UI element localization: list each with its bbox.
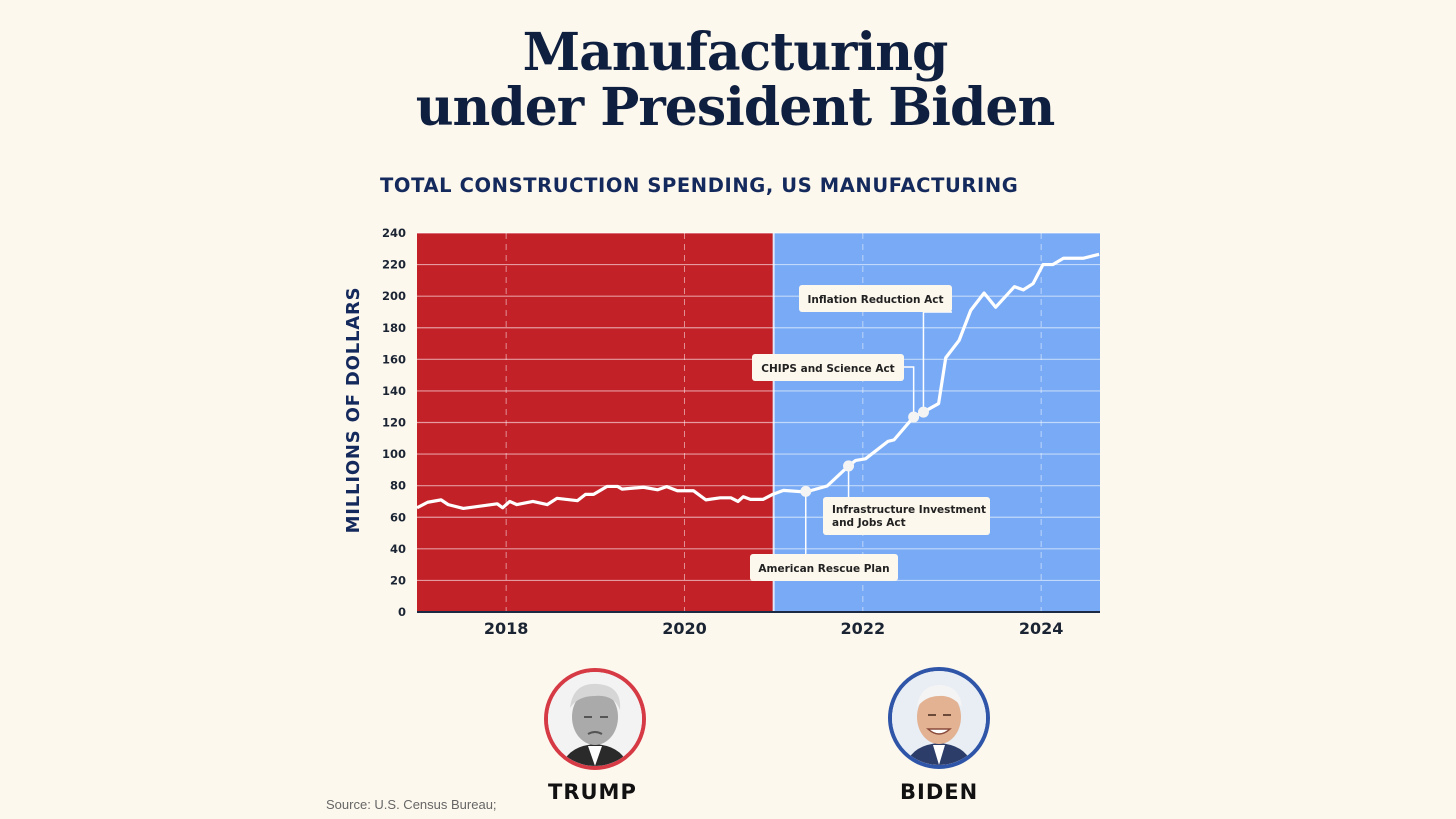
trump-portrait [544, 668, 646, 770]
y-tick-label: 220 [382, 258, 406, 272]
x-tick-label: 2018 [484, 619, 529, 638]
y-tick-label: 160 [382, 352, 406, 366]
x-tick-label: 2022 [841, 619, 886, 638]
annotation-box [752, 354, 904, 381]
biden-portrait [888, 667, 990, 769]
y-tick-label: 20 [390, 573, 406, 587]
y-tick-label: 100 [382, 447, 406, 461]
chart-title: TOTAL CONSTRUCTION SPENDING, US MANUFACT… [380, 174, 1019, 197]
y-tick-label: 80 [390, 479, 406, 493]
source-note: Source: U.S. Census Bureau; [326, 797, 497, 812]
annotation-leader [904, 366, 915, 417]
y-tick-label: 0 [398, 605, 406, 619]
annotation-label: Inflation Reduction Act [808, 294, 944, 306]
x-tick-label: 2024 [1019, 619, 1064, 638]
biden-label: BIDEN [900, 780, 979, 804]
annotation-marker [800, 485, 812, 497]
y-tick-label: 40 [390, 542, 406, 556]
annotation-marker [843, 460, 855, 472]
y-tick-label: 140 [382, 384, 406, 398]
title-line-1: Manufacturing [522, 22, 949, 83]
annotation-label: CHIPS and Science Act [761, 363, 894, 375]
annotation-box [799, 285, 952, 312]
y-tick-label: 240 [382, 226, 406, 240]
annotation-label: American Rescue Plan [758, 563, 889, 575]
series-line [416, 252, 1100, 511]
annotation-label: Infrastructure Investment [832, 504, 986, 516]
annotation-marker [917, 406, 929, 418]
title-line-2: under President Biden [415, 77, 1056, 138]
annotation-label: and Jobs Act [832, 517, 906, 529]
annotation-box [823, 497, 990, 535]
annotation-box [750, 554, 898, 581]
y-tick-label: 120 [382, 416, 406, 430]
y-tick-label: 180 [382, 321, 406, 335]
x-tick-label: 2020 [662, 619, 707, 638]
trump-label: TRUMP [548, 780, 637, 804]
y-axis-title: MILLIONS OF DOLLARS [343, 287, 364, 534]
y-tick-label: 200 [382, 289, 406, 303]
y-tick-label: 60 [390, 510, 406, 524]
annotation-marker [908, 411, 920, 423]
